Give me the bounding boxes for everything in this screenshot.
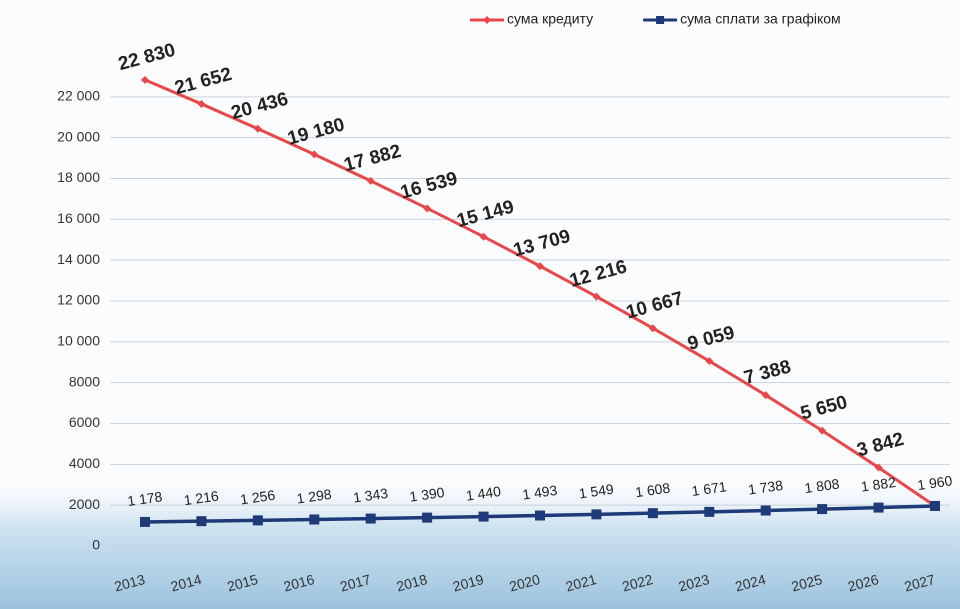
data-label: 1 216 [183, 488, 220, 509]
background-wave [0, 470, 960, 609]
point [422, 512, 433, 523]
data-label: 1 549 [578, 481, 615, 502]
point [591, 509, 602, 520]
y-tick-label: 8000 [69, 373, 100, 389]
x-tick-label: 2016 [282, 571, 316, 595]
point [309, 514, 320, 525]
point [818, 426, 827, 435]
point [479, 232, 488, 241]
legend-label: сума кредиту [507, 11, 593, 27]
data-label: 1 440 [465, 483, 502, 504]
y-tick-label: 16 000 [57, 210, 100, 226]
legend-marker [483, 16, 491, 24]
data-label: 1 493 [521, 482, 558, 503]
x-tick-label: 2019 [451, 571, 485, 595]
y-tick-label: 22 000 [57, 88, 100, 104]
y-tick-label: 6000 [69, 414, 100, 430]
point [873, 502, 884, 513]
x-tick-label: 2020 [507, 571, 541, 595]
data-label: 1 390 [408, 484, 445, 505]
point [535, 510, 545, 521]
y-tick-label: 0 [92, 537, 100, 553]
x-tick-label: 2023 [677, 571, 711, 595]
y-tick-label: 2000 [69, 496, 100, 512]
legend: сума кредиту сума сплати за графіком [470, 11, 841, 27]
point [705, 357, 714, 366]
y-tick-label: 20 000 [57, 128, 100, 144]
x-tick-label: 2024 [733, 571, 767, 595]
point [197, 99, 206, 108]
legend-marker [656, 16, 665, 24]
data-label: 1 256 [239, 487, 276, 508]
y-tick-label: 12 000 [57, 292, 100, 308]
point [423, 204, 432, 213]
point [478, 511, 489, 522]
point [140, 516, 150, 527]
x-tick-label: 2014 [169, 571, 203, 595]
point [592, 292, 601, 301]
data-label: 1 738 [747, 477, 784, 498]
x-tick-label: 2015 [225, 571, 259, 595]
point [536, 262, 544, 271]
point [704, 506, 715, 517]
point [648, 324, 657, 333]
point [253, 124, 262, 133]
point [366, 176, 375, 185]
x-tick-label: 2013 [112, 571, 146, 595]
data-label: 1 808 [803, 475, 840, 496]
point [647, 508, 658, 519]
data-label: 1 298 [296, 486, 333, 507]
y-tick-label: 14 000 [57, 251, 100, 267]
point [196, 516, 207, 527]
point [761, 391, 770, 400]
x-tick-label: 2017 [338, 571, 372, 595]
y-tick-label: 10 000 [57, 333, 100, 349]
point [760, 505, 771, 516]
data-label: 1 178 [126, 488, 163, 509]
data-label: 1 608 [634, 479, 671, 500]
data-label: 1 960 [916, 472, 953, 493]
x-tick-label: 2022 [620, 571, 654, 595]
x-tick-label: 2018 [395, 571, 429, 595]
point [930, 500, 940, 511]
point [141, 75, 149, 84]
point [874, 463, 883, 472]
y-tick-label: 18 000 [57, 169, 100, 185]
point [817, 504, 828, 515]
x-tick-label: 2025 [790, 571, 824, 595]
point [365, 513, 376, 524]
y-tick-label: 4000 [69, 455, 100, 471]
data-label: 1 671 [691, 478, 728, 499]
data-label: 1 882 [860, 474, 897, 495]
x-tick-label: 2027 [902, 571, 936, 595]
x-tick-label: 2026 [846, 571, 880, 595]
point [252, 515, 263, 526]
data-label: 1 343 [352, 485, 389, 506]
point [310, 150, 319, 159]
legend-label: сума сплати за графіком [680, 11, 841, 27]
x-tick-label: 2021 [564, 571, 598, 595]
